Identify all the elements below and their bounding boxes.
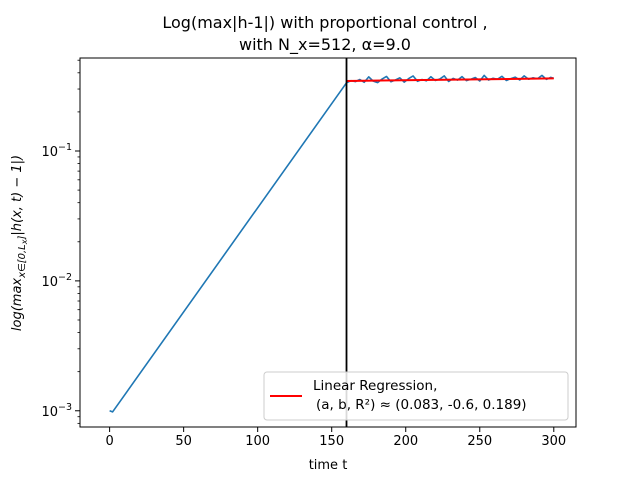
y-label-tail: |h(x, t) − 1|) <box>10 155 25 236</box>
x-tick-label: 100 <box>245 434 270 449</box>
y-label-lead: log(max <box>10 278 25 332</box>
x-tick-label: 50 <box>175 434 192 449</box>
legend-label-line-1: Linear Regression, <box>313 378 437 394</box>
x-tick-label: 150 <box>319 434 344 449</box>
title-line-2-text: with N_x=512, α=9.0 <box>239 35 411 55</box>
y-axis-label: log(maxx∈[0,Lx]|h(x, t) − 1|) <box>10 155 29 331</box>
x-axis: 0 50 100 150 200 250 300 <box>105 427 566 449</box>
regression-line <box>346 77 554 82</box>
y-label-sub: x∈[0,L <box>17 244 28 279</box>
y-label-subclose: ] <box>17 236 28 241</box>
y-tick-label: 10−2 <box>41 272 72 290</box>
chart-title-line-2: with N_x=512, α=9.0 <box>239 35 411 55</box>
y-label-subsub: x <box>20 239 29 245</box>
x-axis-label: time t <box>309 458 348 473</box>
chart-title-line-1: Log(max|h-1|) with proportional control … <box>162 13 487 32</box>
y-tick-label: 10−1 <box>41 142 72 160</box>
x-tick-label: 0 <box>105 434 113 449</box>
legend: Linear Regression, (a, b, R²) ≈ (0.083, … <box>263 371 569 421</box>
legend-box <box>263 371 569 421</box>
plot-frame <box>79 57 577 428</box>
plot-area <box>109 58 555 427</box>
y-tick-label: 10−3 <box>41 402 72 420</box>
x-tick-label: 300 <box>541 434 566 449</box>
y-axis: 10−3 10−2 10−1 <box>41 59 80 424</box>
data-series-line <box>109 74 555 413</box>
x-tick-label: 250 <box>467 434 492 449</box>
legend-label-line-2: (a, b, R²) ≈ (0.083, -0.6, 0.189) <box>316 397 527 413</box>
x-tick-label: 200 <box>393 434 418 449</box>
